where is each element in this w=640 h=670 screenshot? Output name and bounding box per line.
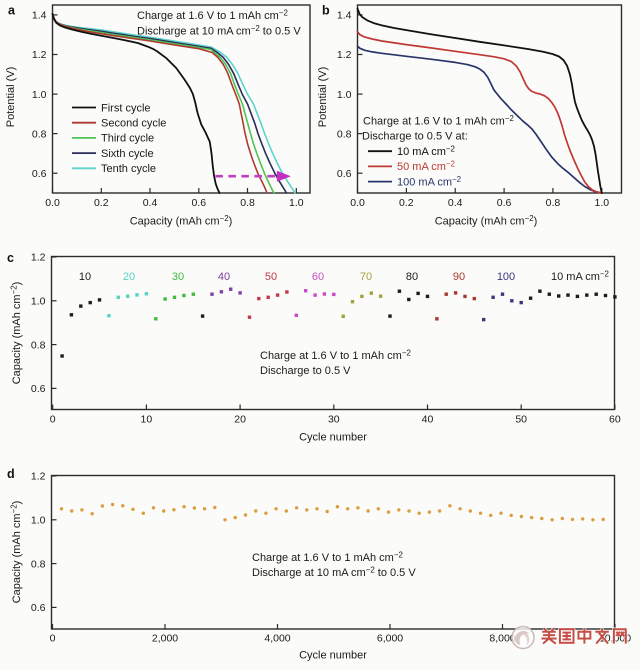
svg-text:Capacity (mAh cm−2​): Capacity (mAh cm−2​) [435, 214, 538, 228]
svg-text:1.2: 1.2 [32, 49, 47, 61]
svg-text:10: 10 [79, 271, 91, 283]
svg-text:1.0: 1.0 [32, 89, 47, 101]
svg-text:0.8: 0.8 [32, 128, 47, 140]
svg-text:0.2: 0.2 [94, 197, 109, 209]
svg-text:d: d [7, 467, 15, 481]
svg-text:Capacity (mAh cm−2​): Capacity (mAh cm−2​) [9, 501, 23, 604]
svg-text:0.6: 0.6 [191, 197, 206, 209]
svg-text:0.6: 0.6 [31, 383, 46, 395]
svg-text:0: 0 [50, 414, 56, 426]
svg-text:Charge at 1.6 V to 1 mAh cm−2​: Charge at 1.6 V to 1 mAh cm−2​ [363, 114, 514, 128]
svg-text:60: 60 [312, 271, 324, 283]
svg-text:90: 90 [453, 271, 465, 283]
svg-text:1.0: 1.0 [31, 515, 46, 527]
svg-text:0.8: 0.8 [337, 128, 352, 140]
svg-text:0.6: 0.6 [32, 168, 47, 180]
svg-text:Discharge to 0.5 V: Discharge to 0.5 V [260, 365, 351, 377]
svg-text:4,000: 4,000 [264, 633, 290, 645]
svg-text:10 mA cm−2​: 10 mA cm−2​ [551, 269, 609, 283]
svg-text:Cycle number: Cycle number [299, 432, 367, 444]
svg-text:0.8: 0.8 [240, 197, 255, 209]
svg-text:50: 50 [515, 414, 527, 426]
svg-text:0.4: 0.4 [143, 197, 158, 209]
svg-text:1.0: 1.0 [289, 197, 304, 209]
svg-text:Discharge at 10 mA cm−2​ to 0.: Discharge at 10 mA cm−2​ to 0.5 V [252, 565, 416, 579]
svg-text:Charge at 1.6 V to 1 mAh cm−2​: Charge at 1.6 V to 1 mAh cm−2​ [260, 348, 411, 362]
svg-text:Discharge at 10 mA cm−2​ to 0.: Discharge at 10 mA cm−2​ to 0.5 V [137, 24, 301, 38]
svg-text:Second cycle: Second cycle [101, 118, 166, 130]
svg-text:0: 0 [50, 633, 56, 645]
svg-text:40: 40 [218, 271, 230, 283]
svg-text:8,000: 8,000 [489, 633, 515, 645]
svg-text:Capacity (mAh cm−2​): Capacity (mAh cm−2​) [9, 282, 23, 385]
svg-text:0.8: 0.8 [31, 339, 46, 351]
svg-text:First cycle: First cycle [101, 102, 151, 114]
svg-text:1.4: 1.4 [32, 10, 47, 22]
svg-text:0.2: 0.2 [399, 197, 414, 209]
svg-text:Potential (V): Potential (V) [5, 67, 17, 128]
svg-text:0.0: 0.0 [45, 197, 60, 209]
svg-text:b: b [322, 4, 330, 18]
svg-text:c: c [7, 251, 14, 265]
svg-text:20: 20 [234, 414, 246, 426]
svg-text:6,000: 6,000 [377, 633, 403, 645]
svg-text:Discharge to 0.5 V at:: Discharge to 0.5 V at: [362, 131, 468, 143]
svg-text:Charge at 1.6 V to 1 mAh cm−2​: Charge at 1.6 V to 1 mAh cm−2​ [137, 8, 288, 22]
svg-text:a: a [8, 4, 16, 18]
svg-text:1.2: 1.2 [31, 471, 46, 483]
svg-text:1.0: 1.0 [594, 197, 609, 209]
svg-text:0.0: 0.0 [350, 197, 365, 209]
svg-text:Charge at 1.6 V to 1 mAh cm−2​: Charge at 1.6 V to 1 mAh cm−2​ [252, 550, 403, 564]
svg-text:50 mA cm−2​: 50 mA cm−2​ [397, 160, 455, 174]
svg-text:1.0: 1.0 [337, 89, 352, 101]
svg-text:30: 30 [172, 271, 184, 283]
svg-text:40: 40 [422, 414, 434, 426]
svg-text:Capacity (mAh cm−2​): Capacity (mAh cm−2​) [130, 214, 233, 228]
svg-text:50: 50 [265, 271, 277, 283]
svg-text:60: 60 [609, 414, 621, 426]
svg-text:1.4: 1.4 [337, 10, 352, 22]
svg-text:1.0: 1.0 [31, 296, 46, 308]
svg-text:0.4: 0.4 [448, 197, 463, 209]
svg-text:0.6: 0.6 [497, 197, 512, 209]
svg-text:30: 30 [328, 414, 340, 426]
svg-text:100: 100 [497, 271, 515, 283]
svg-text:20: 20 [123, 271, 135, 283]
svg-text:70: 70 [360, 271, 372, 283]
svg-text:Cycle number: Cycle number [299, 650, 367, 662]
svg-text:0.6: 0.6 [31, 602, 46, 614]
svg-text:10: 10 [141, 414, 153, 426]
svg-text:0.8: 0.8 [31, 558, 46, 570]
svg-text:1.2: 1.2 [337, 49, 352, 61]
svg-text:1.2: 1.2 [31, 252, 46, 264]
svg-text:0.6: 0.6 [337, 168, 352, 180]
svg-text:Sixth cycle: Sixth cycle [101, 148, 154, 160]
svg-text:Tenth cycle: Tenth cycle [101, 163, 156, 175]
svg-text:0.8: 0.8 [546, 197, 561, 209]
svg-text:2,000: 2,000 [152, 633, 178, 645]
svg-text:100 mA cm−2​: 100 mA cm−2​ [397, 175, 461, 189]
svg-text:Third cycle: Third cycle [101, 133, 154, 145]
svg-text:Potential (V): Potential (V) [317, 67, 329, 128]
svg-text:10 mA cm−2​: 10 mA cm−2​ [397, 144, 455, 158]
svg-text:80: 80 [406, 271, 418, 283]
